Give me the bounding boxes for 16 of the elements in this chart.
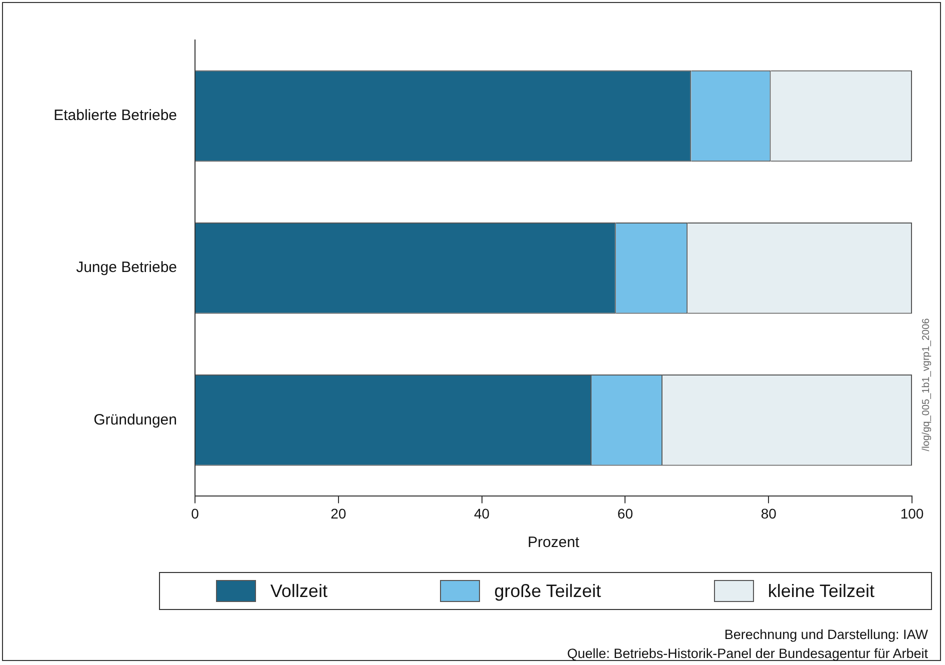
x-tick-label: 20 (330, 505, 346, 522)
x-axis-title: Prozent (528, 534, 580, 552)
x-tick-label: 60 (617, 505, 634, 522)
y-tick-label: Gründungen (94, 411, 177, 428)
x-tick-label: 100 (900, 505, 924, 522)
y-tick-label: Etablierte Betriebe (54, 107, 177, 124)
legend-label: Vollzeit (270, 580, 328, 602)
legend-label: große Teilzeit (494, 580, 601, 602)
y-tick-label: Junge Betriebe (76, 259, 177, 276)
x-tick-label: 0 (191, 505, 200, 522)
x-tick-label: 80 (760, 505, 777, 522)
x-tick-label: 40 (474, 505, 490, 522)
source-note: Quelle: Betriebs-Historik-Panel der Bundesagentur für Arbeit (567, 645, 928, 663)
text: /log/gq_005_1b1_vgrp1_2006 (920, 318, 932, 452)
text: Berechnung und Darstellung: IAW (723, 626, 928, 644)
legend-label: kleine Teilzeit (768, 580, 875, 602)
